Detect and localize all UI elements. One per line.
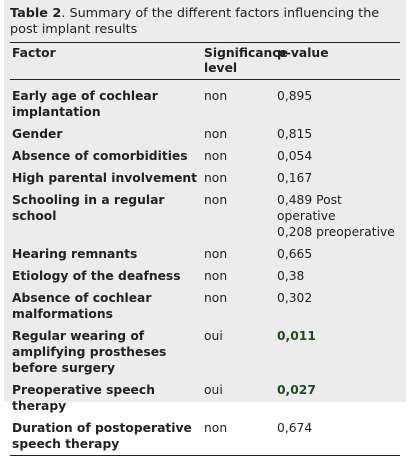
significance-cell: non: [204, 291, 228, 305]
factor-cell: Preoperative speech therapy: [12, 383, 155, 413]
p-value-line: 0,38: [277, 269, 305, 283]
p-value-line: 0,895: [277, 89, 313, 103]
p-value-line: 0,489 Post operative: [277, 193, 342, 223]
significance-cell: non: [204, 127, 228, 141]
significance-cell: non: [204, 421, 228, 435]
p-value-cell: 0,027: [275, 379, 400, 417]
significance-cell: non: [204, 193, 228, 207]
factor-cell: Schooling in a regular school: [12, 193, 165, 223]
significance-cell: oui: [204, 329, 223, 343]
table-row: Regular wearing of amplifying prostheses…: [10, 325, 400, 379]
significance-cell: non: [204, 149, 228, 163]
table-panel: Table 2. Summary of the different factor…: [4, 0, 406, 456]
table: Factor Significance level p-value Early …: [10, 42, 400, 456]
p-value-line: 0,027: [277, 383, 316, 397]
factor-cell: Gender: [12, 127, 63, 141]
p-value-cell: 0,815: [275, 123, 400, 145]
table-row: Early age of cochlear implantation non 0,8…: [10, 80, 400, 124]
table-row: Hearing remnants non 0,665: [10, 243, 400, 265]
factor-cell: Absence of cochlear malformations: [12, 291, 152, 321]
table-row: Preoperative speech therapy oui 0,027: [10, 379, 400, 417]
p-value-line: 0,665: [277, 247, 313, 261]
p-value-cell: 0,167: [275, 167, 400, 189]
factor-cell: Hearing remnants: [12, 247, 138, 261]
caption-text: . Summary of the different factors influ…: [10, 6, 380, 37]
significance-cell: non: [204, 89, 228, 103]
significance-cell: non: [204, 247, 228, 261]
caption: Table 2. Summary of the different factor…: [4, 0, 406, 42]
p-value-cell: 0,054: [275, 145, 400, 167]
p-value-cell: 0,895: [275, 80, 400, 124]
factor-cell: Duration of postoperative speech therapy: [12, 421, 192, 451]
p-value-line: 0,815: [277, 127, 313, 141]
factor-cell: Absence of comorbidities: [12, 149, 188, 163]
p-value-line: 0,208 preoperative: [277, 225, 395, 239]
significance-cell: oui: [204, 383, 223, 397]
table-row: High parental involvement non 0,167: [10, 167, 400, 189]
table-row: Schooling in a regular school non 0,489 Po…: [10, 189, 400, 243]
p-value-cell: 0,665: [275, 243, 400, 265]
header-cell: p-value: [277, 46, 329, 60]
p-value-line: 0,167: [277, 171, 313, 185]
factor-cell: Etiology of the deafness: [12, 269, 181, 283]
table-row: Gender non 0,815: [10, 123, 400, 145]
p-value-cell: 0,489 Post operative 0,208 preoperative: [275, 189, 400, 243]
table-row: Absence of comorbidities non 0,054: [10, 145, 400, 167]
p-value-cell: 0,38: [275, 265, 400, 287]
p-value-line: 0,054: [277, 149, 313, 163]
significance-cell: non: [204, 269, 228, 283]
significance-cell: non: [204, 171, 228, 185]
factor-cell: Regular wearing of amplifying prostheses…: [12, 329, 167, 375]
header-cell: Significance level: [204, 46, 288, 75]
caption-label: Table 2: [10, 6, 62, 21]
p-value-cell: 0,674: [275, 417, 400, 456]
p-value-line: 0,011: [277, 329, 316, 343]
header-cell: Factor: [12, 46, 56, 60]
factor-cell: High parental involvement: [12, 171, 198, 185]
p-value-line: 0,674: [277, 421, 313, 435]
p-value-cell: 0,302: [275, 287, 400, 325]
table-row: Etiology of the deafness non 0,38: [10, 265, 400, 287]
table-row: Absence of cochlear malformations non 0,30…: [10, 287, 400, 325]
header-row: Factor Significance level p-value: [10, 42, 400, 80]
p-value-line: 0,302: [277, 291, 313, 305]
p-value-cell: 0,011: [275, 325, 400, 379]
table-row: Duration of postoperative speech therapy…: [10, 417, 400, 456]
factor-cell: Early age of cochlear implantation: [12, 89, 158, 119]
